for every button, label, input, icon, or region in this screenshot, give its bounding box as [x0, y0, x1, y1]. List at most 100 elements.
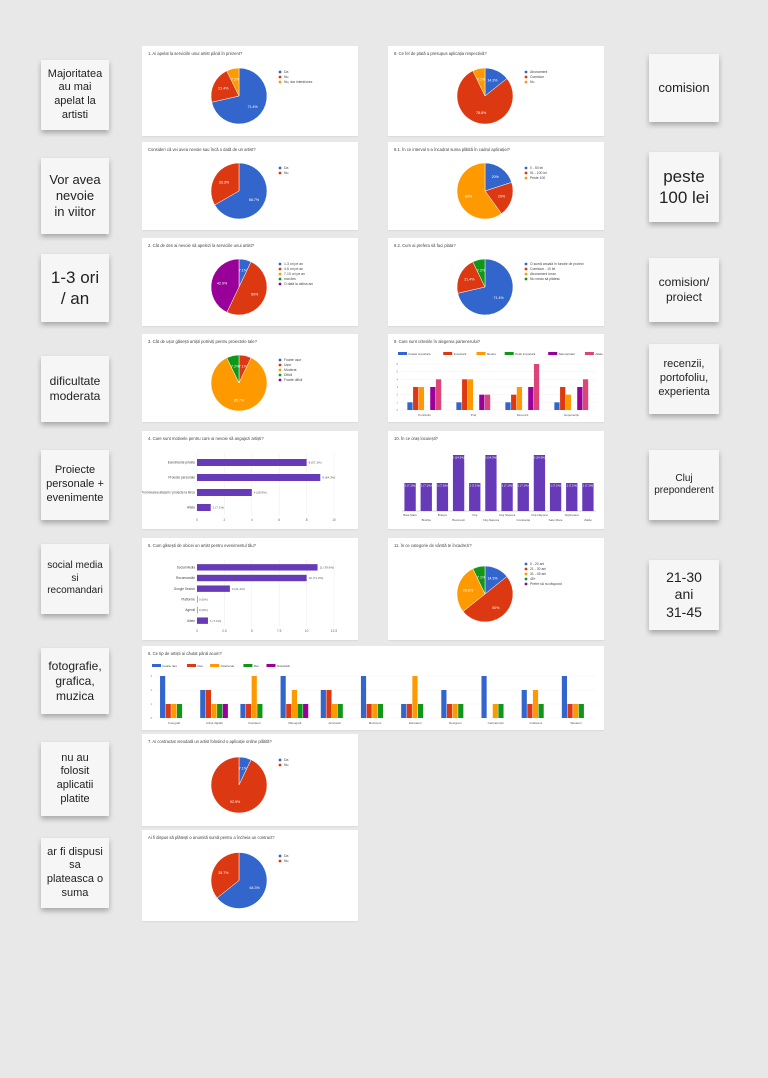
bar: [413, 387, 419, 410]
pie-slice-label: 60%: [465, 195, 473, 199]
pie-slice-label: 78.6%: [476, 111, 487, 115]
chart-title: 8. Ce fel de plată a presupus aplicația …: [394, 51, 487, 56]
x-category-label: Caricaturiști: [488, 721, 504, 725]
bar: [360, 676, 367, 718]
x-category-label: Cluj-Napoca: [483, 518, 500, 522]
legend-swatch: [524, 166, 528, 170]
x-category-label: Cluj-Napoca: [531, 513, 548, 517]
note-line: Majoritatea: [47, 67, 103, 80]
pie-slice: [210, 357, 268, 412]
note-line: platite: [60, 792, 90, 805]
bar: [417, 704, 424, 718]
bar: [462, 379, 468, 410]
bar-value-label: 8 (57.1%): [309, 461, 322, 465]
legend-label: Da: [284, 166, 288, 170]
legend-label: Dificil: [284, 373, 292, 377]
pie-slice: [462, 576, 514, 623]
x-category-label: Recenzii: [517, 413, 529, 417]
legend-label: Foarte dificil: [284, 378, 303, 382]
legend-swatch: [524, 272, 528, 276]
legend-label: Abonament: [530, 70, 547, 74]
bar: [197, 564, 318, 571]
note-aplicatii: nu au folosit aplicatii platite: [41, 742, 109, 816]
bar: [511, 394, 517, 410]
legend-label: Foarte important: [409, 352, 431, 356]
note-proiecte: Proiecte personale + evenimente: [41, 450, 109, 520]
legend-label: Altele: [595, 352, 603, 356]
legend-swatch: [278, 267, 282, 271]
bar: [505, 402, 511, 410]
bar-value-label: 2 (14.3%): [533, 456, 545, 460]
note-social-media: social media si recomandari: [41, 544, 109, 614]
pie-slice-label: 21.4%: [464, 278, 475, 282]
pie-slice: [211, 67, 268, 125]
x-category-label: Graficieni: [529, 721, 542, 725]
note-text: Vor avea nevoie in viitor: [49, 172, 100, 221]
bar: [479, 394, 485, 410]
x-category-label: Artiști digitali: [206, 721, 223, 725]
card-q3: 3. Cât de ușor găsești artiști potriviți…: [142, 334, 358, 422]
bar-value-label: 1 (7.1%): [518, 484, 529, 488]
legend-swatch: [524, 80, 528, 84]
bar: [485, 455, 497, 511]
bar: [297, 704, 303, 718]
note-line: ar fi dispusi: [47, 845, 103, 858]
chart-title: 3. Cât de ușor găsești artiști potriviți…: [148, 339, 257, 344]
legend-label: O dată la câțiva ani: [284, 282, 313, 286]
legend-swatch: [278, 358, 282, 362]
x-category-label: Ilustratori: [248, 721, 261, 725]
bar: [517, 483, 529, 511]
bar: [160, 676, 166, 718]
legend-swatch: [210, 664, 220, 667]
chart-title: 6. Ce tip de artiști ai căutat până acum…: [148, 651, 222, 656]
bar: [467, 379, 474, 410]
bar: [420, 483, 432, 511]
bar-value-label: 0 (0%): [199, 598, 208, 602]
chart-title: 8.2. Cum ai prefera să faci plata?: [394, 243, 456, 248]
bar-value-label: 1 (7.1%): [437, 484, 448, 488]
note-line: nu au: [61, 751, 89, 764]
y-tick-label: 1: [396, 400, 398, 404]
legend-label: Peste 100: [530, 176, 545, 180]
legend-label: Des: [198, 664, 204, 668]
note-line: portofoliu,: [659, 372, 709, 385]
x-category-label: Dansatori: [409, 721, 422, 725]
note-line: si: [71, 572, 79, 584]
legend-label: Comision: [530, 75, 544, 79]
note-line: personale +: [46, 478, 104, 491]
bar: [257, 704, 263, 718]
bar: [171, 704, 177, 718]
card-q8: 8. Ce fel de plată a presupus aplicația …: [388, 46, 604, 136]
note-line: grafica,: [55, 673, 95, 688]
card-q1: 1. Ai apelat la serviciile unui artist p…: [142, 46, 358, 136]
chart-title: 7. Ai contractat vreodată un artist folo…: [148, 739, 272, 744]
note-cluj: Cluj preponderent: [649, 450, 719, 520]
pie-slice-label: 85.7%: [234, 399, 245, 403]
legend-label: Neutru: [487, 352, 496, 356]
legend-label: Da: [284, 70, 288, 74]
bar: [217, 704, 223, 718]
x-category-label: Zalău: [584, 518, 592, 522]
bar-value-label: 1 (7.1%): [469, 484, 480, 488]
note-dispusi: ar fi dispusi sa plateasca o suma: [41, 838, 109, 908]
note-text: peste 100 lei: [659, 166, 709, 209]
note-majoritatea: Majoritatea au mai apelat la artisti: [41, 60, 109, 130]
y-tick-label: 0: [396, 408, 398, 412]
note-line: proiect: [665, 290, 703, 304]
x-tick-label: 10: [305, 629, 309, 633]
bar: [251, 676, 257, 718]
bar: [481, 676, 487, 718]
bar: [320, 690, 326, 718]
y-category-label: Google Search: [174, 587, 195, 591]
note-comision-proiect: comision/proiect: [649, 258, 719, 322]
note-text: nu au folosit aplicatii platite: [57, 752, 94, 807]
pie-slice: [472, 565, 486, 595]
note-line: fotografie,: [48, 658, 102, 673]
pie-slice: [210, 756, 268, 814]
legend-swatch: [278, 854, 282, 858]
note-nevoie-viitor: Vor avea nevoie in viitor: [41, 158, 109, 234]
note-line: au mai: [58, 81, 92, 94]
bar: [561, 676, 568, 718]
